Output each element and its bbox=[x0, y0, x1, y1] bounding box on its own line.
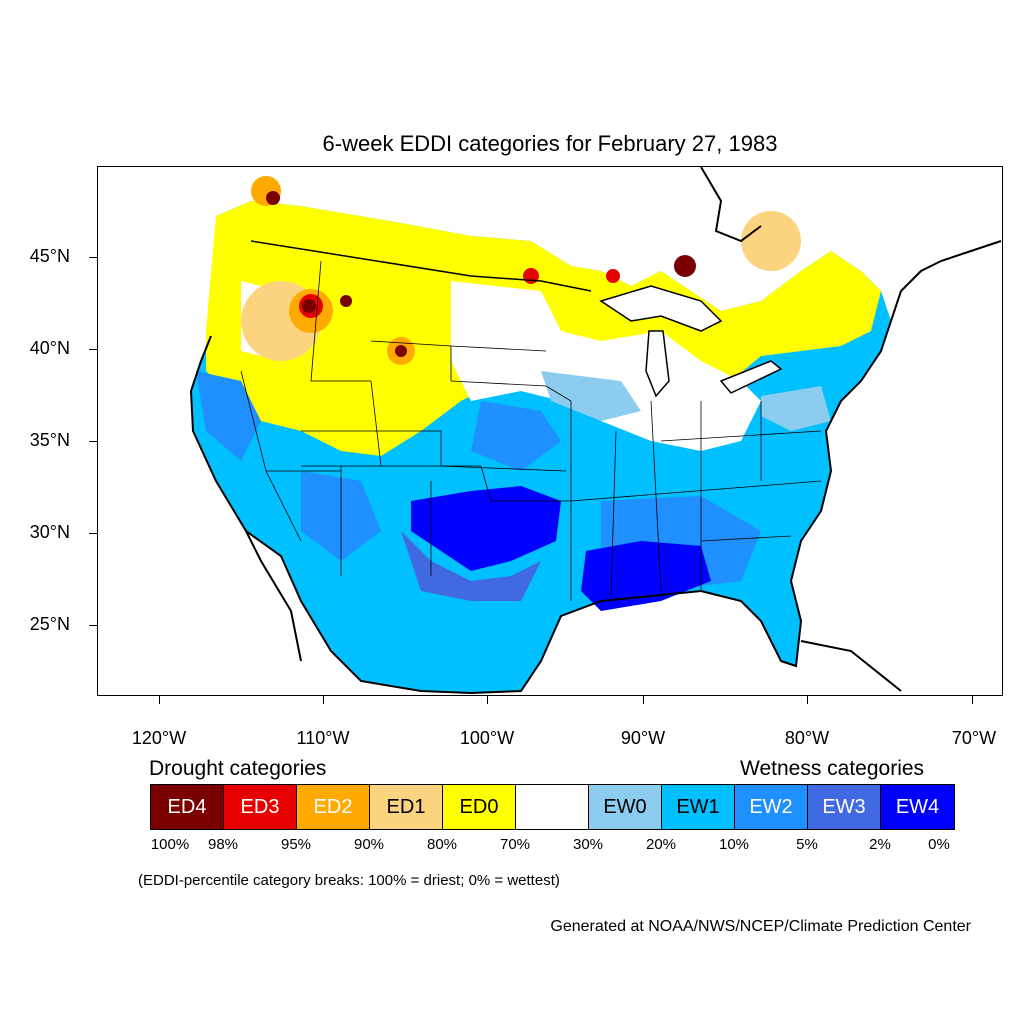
lat-tick bbox=[89, 257, 97, 258]
percentile-break-label: 20% bbox=[645, 836, 677, 853]
lat-label: 30°N bbox=[29, 522, 70, 542]
percentile-break-label: 10% bbox=[718, 836, 750, 853]
lon-label: 80°W bbox=[784, 728, 830, 748]
legend-cell-ed3: ED3 bbox=[224, 785, 297, 829]
lon-tick bbox=[159, 696, 160, 704]
lon-tick bbox=[487, 696, 488, 704]
lake-michigan bbox=[645, 330, 670, 398]
lat-tick bbox=[89, 533, 97, 534]
lon-tick bbox=[972, 696, 973, 704]
ed1-spot-northeast bbox=[741, 211, 801, 271]
hudson-coast bbox=[700, 167, 762, 243]
ed4-spot-montana bbox=[340, 295, 352, 307]
lon-tick bbox=[807, 696, 808, 704]
percentile-break-label: 70% bbox=[499, 836, 531, 853]
map-panel bbox=[97, 166, 1003, 696]
lon-label: 90°W bbox=[620, 728, 666, 748]
coastline bbox=[189, 320, 892, 695]
lon-tick bbox=[323, 696, 324, 704]
us-canada-border bbox=[250, 240, 592, 292]
ed4-spot-wyoming bbox=[395, 345, 407, 357]
ew0-zone bbox=[541, 371, 641, 421]
cuba-coast bbox=[800, 640, 902, 692]
ew2-zone-2 bbox=[196, 371, 261, 461]
state-boundaries bbox=[240, 260, 822, 601]
drought-categories-heading: Drought categories bbox=[149, 757, 327, 780]
ew0-zone-2 bbox=[761, 386, 831, 431]
lon-tick bbox=[643, 696, 644, 704]
lon-label: 120°W bbox=[131, 728, 187, 748]
category-legend: ED4 ED3 ED2 ED1 ED0 EW0 EW1 EW2 EW3 EW4 bbox=[150, 784, 955, 830]
eddi-map bbox=[189, 167, 1002, 695]
lat-tick bbox=[89, 441, 97, 442]
map-title: 6-week EDDI categories for February 27, … bbox=[322, 131, 778, 156]
percentile-break-label: 90% bbox=[353, 836, 385, 853]
percentile-break-label: 100% bbox=[150, 836, 190, 853]
ew4-zone-southern-plains bbox=[411, 486, 561, 571]
percentile-break-label: 80% bbox=[426, 836, 458, 853]
legend-cell-ew1: EW1 bbox=[662, 785, 735, 829]
lon-label: 110°W bbox=[296, 728, 350, 748]
lat-label: 25°N bbox=[29, 614, 70, 634]
lat-tick bbox=[89, 625, 97, 626]
wetness-categories-heading: Wetness categories bbox=[740, 757, 925, 780]
ed3-spot-ontario-2 bbox=[606, 269, 620, 283]
lon-label: 100°W bbox=[459, 728, 515, 748]
ed4-spot-idaho bbox=[302, 299, 316, 313]
percentile-break-label: 2% bbox=[869, 836, 891, 853]
ew2-zone bbox=[471, 401, 561, 471]
lon-label: 70°W bbox=[951, 728, 997, 748]
legend-cell-ed0: ED0 bbox=[443, 785, 516, 829]
legend-note: (EDDI-percentile category breaks: 100% =… bbox=[138, 872, 560, 889]
legend-cell-ew3: EW3 bbox=[808, 785, 881, 829]
percentile-break-label: 95% bbox=[280, 836, 312, 853]
lat-label: 40°N bbox=[29, 338, 70, 358]
legend-cell-ew2: EW2 bbox=[735, 785, 808, 829]
percentile-break-label: 30% bbox=[572, 836, 604, 853]
near-normal-zone bbox=[451, 281, 761, 451]
lake-erie bbox=[719, 360, 783, 394]
legend-cell-ed2: ED2 bbox=[297, 785, 370, 829]
lat-label: 35°N bbox=[29, 430, 70, 450]
canada-coast-ne bbox=[890, 240, 1002, 322]
lat-tick bbox=[89, 349, 97, 350]
ed3-spot-manitoba bbox=[523, 268, 539, 284]
great-lakes bbox=[599, 285, 723, 332]
percentile-break-label: 0% bbox=[928, 836, 950, 853]
ed4-spot-bc bbox=[266, 191, 280, 205]
legend-cell-ew4: EW4 bbox=[881, 785, 954, 829]
baja-coast bbox=[245, 530, 302, 662]
percentile-break-label: 98% bbox=[207, 836, 239, 853]
lat-label: 45°N bbox=[29, 246, 70, 266]
ed4-spot-ontario bbox=[674, 255, 696, 277]
legend-cell-ed4: ED4 bbox=[151, 785, 224, 829]
legend-cell-ed1: ED1 bbox=[370, 785, 443, 829]
credit-line: Generated at NOAA/NWS/NCEP/Climate Predi… bbox=[550, 918, 971, 935]
percentile-break-label: 5% bbox=[796, 836, 818, 853]
legend-cell-normal bbox=[516, 785, 589, 829]
legend-cell-ew0: EW0 bbox=[589, 785, 662, 829]
ew3-zone bbox=[401, 531, 541, 601]
